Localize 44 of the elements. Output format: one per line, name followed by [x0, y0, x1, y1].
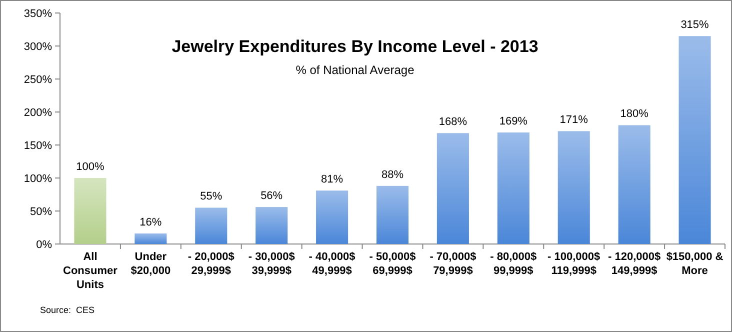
text: % of National Average	[296, 63, 415, 77]
x-tick-label: - 40,000$ 49,999$	[308, 251, 356, 277]
data-label: 81%	[321, 174, 344, 186]
data-label: 169%	[499, 115, 528, 128]
source-note: Source: CES	[40, 305, 95, 315]
x-tick-label: - 20,000$ 29,999$	[188, 251, 234, 277]
y-tick-label: 300%	[24, 40, 52, 53]
y-tick-label: 50%	[30, 206, 52, 218]
data-label: 100%	[76, 161, 105, 173]
y-tick-label: 100%	[24, 172, 52, 185]
y-tick-label: 250%	[24, 74, 52, 86]
bar	[376, 186, 409, 244]
bar	[618, 125, 650, 244]
y-tick-label: 200%	[24, 106, 52, 119]
x-tick-label: - 120,000$ 149,999$	[608, 251, 661, 277]
text: Jewelry Expenditures By Income Level - 2013	[172, 37, 538, 56]
data-label: 88%	[381, 168, 404, 181]
data-label: 180%	[620, 108, 649, 120]
x-tick-label: - 70,000$ 79,999$	[430, 251, 476, 277]
data-label: 16%	[140, 216, 162, 228]
x-tick-label: All Consumer Units	[63, 251, 118, 291]
x-tick-label: - 100,000$ 119,999$	[548, 251, 600, 277]
x-tick-label: - 80,000$ 99,999$	[490, 251, 537, 277]
data-label: 315%	[680, 19, 710, 32]
y-tick-label: 350%	[24, 8, 52, 20]
bar	[436, 133, 469, 244]
bar	[497, 132, 530, 244]
x-tick-label: - 30,000$ 39,999$	[248, 251, 295, 277]
y-tick-label: 150%	[24, 140, 52, 152]
bar	[256, 207, 288, 244]
bar	[134, 233, 167, 244]
y-tick-label: 0%	[36, 238, 52, 251]
x-tick-label: Under $20,000	[130, 251, 171, 277]
x-tick-label: $150,000 & More	[666, 251, 724, 277]
bar	[74, 178, 106, 244]
data-label: 168%	[438, 116, 468, 128]
x-tick-label: - 50,000$ 69,999$	[369, 251, 416, 277]
data-label: 171%	[560, 114, 588, 126]
bar	[316, 190, 348, 244]
data-label: 55%	[200, 190, 222, 203]
data-label: 56%	[260, 190, 283, 202]
bar	[195, 208, 228, 244]
bar	[678, 36, 711, 244]
bar	[558, 131, 590, 244]
